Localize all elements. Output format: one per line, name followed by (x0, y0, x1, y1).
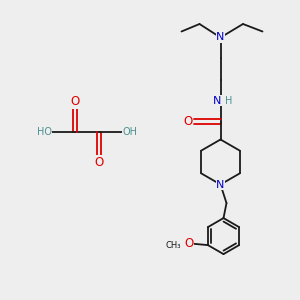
Text: O: O (94, 155, 103, 169)
Text: CH₃: CH₃ (165, 241, 181, 250)
Text: O: O (184, 237, 194, 250)
Text: OH: OH (122, 127, 137, 137)
Text: N: N (216, 32, 225, 43)
Text: HO: HO (37, 127, 52, 137)
Text: N: N (213, 95, 221, 106)
Text: H: H (225, 95, 233, 106)
Text: O: O (70, 95, 80, 109)
Text: N: N (216, 179, 225, 190)
Text: O: O (184, 115, 193, 128)
